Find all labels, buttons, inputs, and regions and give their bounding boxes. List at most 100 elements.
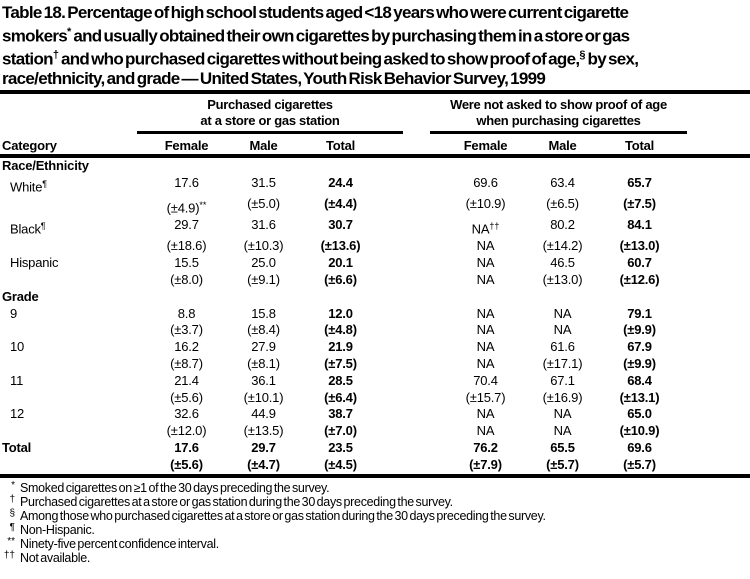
footnote-line: † Purchased cigarettes at a store or gas … (0, 493, 750, 509)
column-header-female-1: Female (164, 138, 209, 154)
ci-cell: (±4.5) (324, 456, 357, 472)
footnote-ref: § (579, 48, 586, 61)
ci-cell: (±6.6) (324, 272, 357, 288)
horizontal-rule-header (0, 154, 750, 159)
footnote-marker: † (9, 493, 15, 505)
row-label-spacer (0, 196, 148, 217)
ci-cell: (±10.3) (243, 238, 284, 254)
footnote-text: Purchased cigarettes at a store or gas s… (20, 494, 453, 509)
value-cell: NA†† (471, 220, 500, 237)
column-gap (379, 423, 447, 440)
footnote-marker: †† (3, 549, 15, 561)
footnotes: * Smoked cigarettes on ≥1 of the 30 days … (0, 478, 750, 565)
table-row-ci: (±5.6) (±4.7) (±4.5) (±7.9) (±5.7) (±5.7) (0, 457, 750, 474)
ci-cell: (±17.1) (542, 356, 583, 372)
title-line: Table 18. Percentage of high school stud… (2, 3, 629, 22)
table-row-values: 9 8.8 15.8 12.0 NA NA 79.1 (0, 306, 750, 323)
table-row-values: 11 21.4 36.1 28.5 70.4 67.1 68.4 (0, 373, 750, 390)
value-cell: 29.7 (251, 440, 276, 456)
value-cell: 25.0 (251, 255, 276, 271)
value-cell: 21.9 (328, 339, 353, 355)
footnote-line: § Among those who purchased cigarettes at… (0, 508, 750, 523)
value-cell: 69.6 (473, 175, 498, 191)
value-cell: 31.6 (251, 217, 276, 233)
footnote-line: ¶ Non-Hispanic. (0, 521, 750, 537)
ci-cell: (±4.9)** (166, 199, 207, 216)
value-cell: 20.1 (328, 255, 353, 271)
table-row-ci: (±12.0) (±13.5) (±7.0) NA NA (±10.9) (0, 423, 750, 440)
footnote-line: ** Ninety-five percent confidence interva… (0, 536, 750, 551)
table-row-values: 10 16.2 27.9 21.9 NA 61.6 67.9 (0, 339, 750, 356)
row-label: Black¶ (10, 220, 46, 237)
value-cell: 61.6 (550, 339, 575, 355)
value-cell: 63.4 (550, 175, 575, 191)
ci-cell: (±4.7) (247, 456, 280, 472)
column-gap (379, 440, 447, 457)
table-row-ci: (±5.6) (±10.1) (±6.4) (±15.7) (±16.9) (±13.1) (0, 390, 750, 407)
ci-cell: (±10.9) (465, 196, 506, 212)
value-cell: 65.7 (627, 175, 652, 191)
column-gap (379, 306, 447, 323)
value-cell: 38.7 (328, 406, 353, 422)
ci-cell: (±13.5) (243, 423, 284, 439)
row-label-spacer (0, 423, 148, 440)
column-gap (379, 390, 447, 407)
title-line: station† and who purchased cigarettes wi… (2, 48, 639, 69)
value-cell: 23.5 (328, 440, 353, 456)
ci-cell: (±7.9) (469, 456, 502, 472)
row-label-spacer (0, 322, 148, 339)
table-row-ci: (±3.7) (±8.4) (±4.8) NA NA (±9.9) (0, 322, 750, 339)
ci-cell: (±3.7) (170, 322, 203, 338)
value-cell: 68.4 (627, 372, 652, 388)
table-header: Purchased cigarettes at a store or gas s… (0, 94, 750, 154)
footnote-ref: ** (199, 199, 207, 210)
column-gap (379, 322, 447, 339)
footnote-line: * Smoked cigarettes on ≥1 of the 30 days … (0, 480, 750, 495)
column-header-total-2: Total (624, 138, 655, 154)
column-gap (379, 406, 447, 423)
group-head-line: at a store or gas station (200, 113, 340, 129)
value-cell: 36.1 (251, 372, 276, 388)
column-gap (379, 175, 447, 196)
ci-cell: (±8.0) (170, 272, 203, 288)
table-row-values: Total 17.6 29.7 23.5 76.2 65.5 69.6 (0, 440, 750, 457)
table-row-values: 12 32.6 44.9 38.7 NA NA 65.0 (0, 406, 750, 423)
ci-cell: (±5.7) (546, 456, 579, 472)
ci-cell: (±8.7) (170, 356, 203, 372)
footnote-marker: ¶ (9, 521, 15, 533)
column-gap (379, 356, 447, 373)
value-cell: NA (553, 305, 572, 321)
row-label-spacer (0, 238, 148, 255)
value-cell: NA (476, 255, 495, 271)
ci-cell: NA (476, 356, 495, 372)
ci-cell: (±15.7) (465, 389, 506, 405)
table-body: Race/Ethnicity White¶ 17.6 31.5 24.4 69.6 63.4… (0, 158, 750, 473)
ci-cell: (±18.6) (166, 238, 207, 254)
value-cell: 21.4 (174, 372, 199, 388)
column-gap (379, 457, 447, 474)
ci-cell: (±6.4) (324, 389, 357, 405)
value-cell: 44.9 (251, 406, 276, 422)
value-cell: 46.5 (550, 255, 575, 271)
ci-cell: (±6.5) (546, 196, 579, 212)
value-cell: 16.2 (174, 339, 199, 355)
ci-cell: (±14.2) (542, 238, 583, 254)
ci-cell: (±12.0) (166, 423, 207, 439)
ci-cell: (±16.9) (542, 389, 583, 405)
ci-cell: NA (553, 322, 572, 338)
value-cell: 24.4 (328, 175, 353, 191)
value-cell: 76.2 (473, 440, 498, 456)
row-label: Total (2, 440, 32, 456)
ci-cell: (±7.5) (324, 356, 357, 372)
column-header-male-2: Male (548, 138, 577, 154)
ci-cell: (±4.4) (324, 196, 357, 212)
ci-cell: (±9.9) (623, 322, 656, 338)
group-head-line: Were not asked to show proof of age (450, 97, 667, 113)
value-cell: 30.7 (328, 217, 353, 233)
horizontal-rule-top (0, 90, 750, 95)
ci-cell: (±12.6) (619, 272, 660, 288)
row-label-spacer (0, 272, 148, 289)
ci-cell: (±7.5) (623, 196, 656, 212)
value-cell: 31.5 (251, 175, 276, 191)
